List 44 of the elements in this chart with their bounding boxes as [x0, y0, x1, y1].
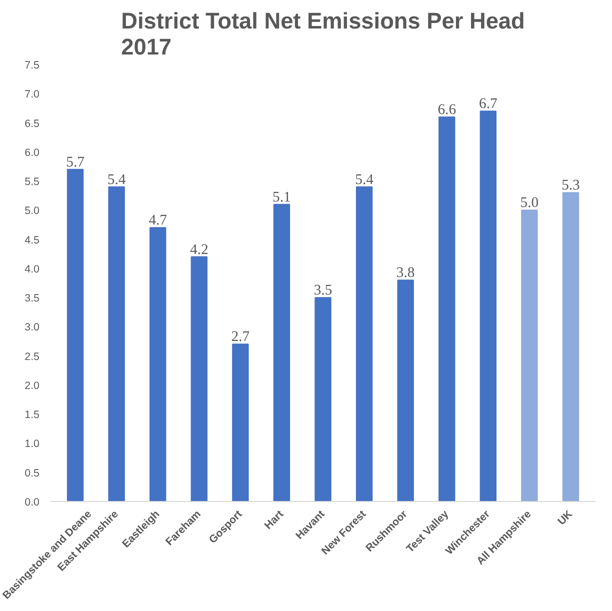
y-tick-label: 1.0	[24, 438, 40, 450]
y-tick-label: 4.0	[24, 263, 40, 276]
y-tick-label: 3.0	[24, 322, 40, 334]
y-tick-label: 0.5	[24, 467, 40, 480]
data-label: 3.8	[396, 265, 415, 282]
y-tick-label: 0.0	[24, 496, 40, 508]
data-label: 5.0	[520, 195, 539, 212]
bar	[190, 256, 208, 502]
y-tick-label: 2.5	[24, 350, 40, 363]
y-tick-label: 3.5	[24, 292, 40, 305]
bar	[521, 210, 538, 502]
data-label: 5.4	[355, 172, 374, 188]
data-label: 5.7	[66, 154, 84, 170]
data-label: 2.7	[231, 329, 250, 346]
bar	[480, 110, 496, 502]
data-label: 4.2	[190, 242, 208, 258]
bar	[66, 168, 84, 502]
bar	[108, 186, 125, 502]
data-label: 6.7	[478, 96, 498, 112]
data-label: 5.4	[107, 172, 126, 188]
data-label: 4.7	[148, 212, 168, 229]
bar	[273, 204, 290, 502]
bar	[232, 344, 249, 502]
y-tick-label: 1.5	[24, 409, 40, 422]
chart-title: District Total Net Emissions Per Head 2017	[121, 8, 525, 60]
x-tick-label: UK	[556, 508, 576, 528]
y-tick-label: 7.5	[24, 60, 40, 72]
y-tick-label: 2.0	[24, 380, 40, 392]
y-tick-label: 5.5	[24, 176, 40, 188]
y-tick-label: 7.0	[24, 88, 40, 101]
data-label: 6.6	[438, 102, 456, 118]
bar	[150, 227, 166, 502]
y-tick-label: 4.5	[24, 234, 40, 246]
bar	[438, 116, 456, 502]
data-label: 5.1	[272, 189, 291, 206]
data-label: 3.5	[314, 282, 332, 299]
y-tick-label: 6.0	[24, 146, 40, 159]
data-label: 5.3	[562, 178, 580, 194]
y-tick-label: 5.0	[24, 205, 40, 218]
bar	[314, 297, 332, 502]
bar	[397, 280, 414, 502]
bar	[562, 192, 580, 502]
y-tick-label: 6.5	[24, 118, 40, 130]
bar	[356, 186, 373, 502]
